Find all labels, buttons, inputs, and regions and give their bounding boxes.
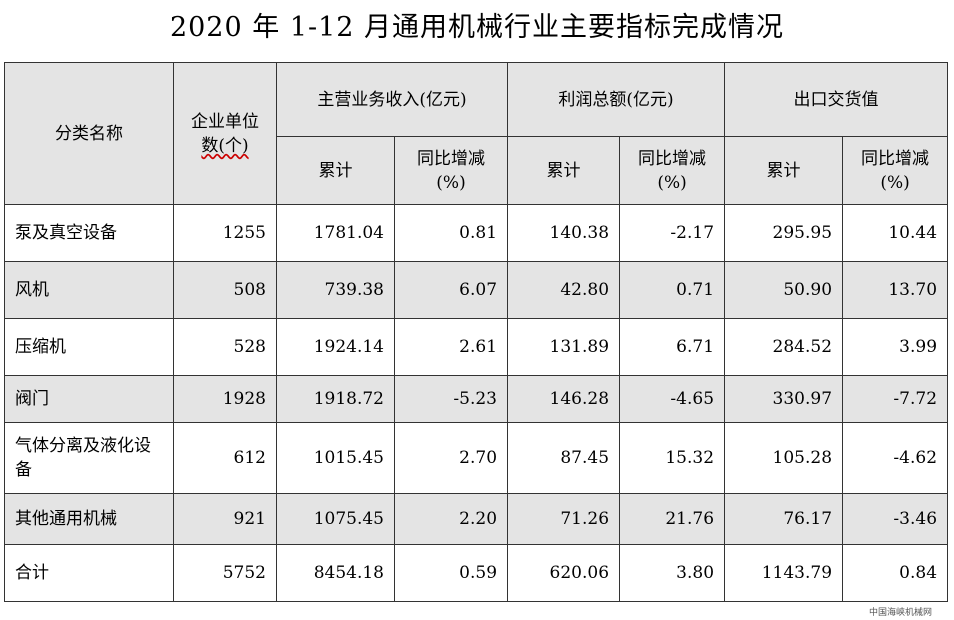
header-profit-yoy: 同比增减 (%): [619, 136, 726, 205]
header-enterprises-line2: 数(个): [201, 135, 249, 156]
cell-export-yoy: 13.70: [842, 261, 949, 319]
header-category: 分类名称: [4, 62, 174, 205]
cell-category: 阀门: [4, 375, 174, 423]
table-row: 风机 508 739.38 6.07 42.80 0.71 50.90 13.7…: [4, 261, 949, 319]
cell-count: 528: [173, 318, 277, 376]
table-header: 分类名称 企业单位 数(个) 主营业务收入(亿元) 利润总额(亿元) 出口交货值…: [4, 62, 949, 205]
cell-count: 612: [173, 422, 277, 494]
table-row-total: 合计 5752 8454.18 0.59 620.06 3.80 1143.79…: [4, 544, 949, 602]
cell-profit-yoy: 21.76: [619, 493, 726, 545]
header-profit: 利润总额(亿元): [507, 62, 726, 137]
cell-category: 泵及真空设备: [4, 204, 174, 262]
header-profit-cumulative: 累计: [507, 136, 621, 205]
header-export-cumulative: 累计: [724, 136, 844, 205]
header-export-yoy: 同比增减 (%): [842, 136, 949, 205]
cell-profit: 71.26: [507, 493, 621, 545]
cell-profit-yoy: -2.17: [619, 204, 726, 262]
header-revenue-cumulative: 累计: [276, 136, 395, 205]
cell-revenue-yoy: 2.70: [393, 422, 509, 494]
cell-export-yoy: 3.99: [842, 318, 949, 376]
header-yoy-unit: (%): [436, 172, 466, 193]
cell-profit: 42.80: [507, 261, 621, 319]
cell-profit-yoy: 3.80: [619, 544, 726, 602]
cell-export: 1143.79: [724, 544, 844, 602]
header-yoy-unit: (%): [880, 172, 910, 193]
cell-category: 气体分离及液化设备: [4, 422, 174, 494]
cell-count: 1255: [173, 204, 277, 262]
cell-count: 1928: [173, 375, 277, 423]
cell-profit: 87.45: [507, 422, 621, 494]
cell-export-yoy: -3.46: [842, 493, 949, 545]
cell-profit: 146.28: [507, 375, 621, 423]
cell-revenue: 1918.72: [276, 375, 395, 423]
cell-profit-yoy: 6.71: [619, 318, 726, 376]
cell-profit: 131.89: [507, 318, 621, 376]
cell-revenue-yoy: 0.59: [393, 544, 509, 602]
cell-revenue: 1924.14: [276, 318, 395, 376]
cell-count: 508: [173, 261, 277, 319]
cell-export-yoy: 10.44: [842, 204, 949, 262]
cell-export: 330.97: [724, 375, 844, 423]
indicator-table: 分类名称 企业单位 数(个) 主营业务收入(亿元) 利润总额(亿元) 出口交货值…: [4, 62, 949, 602]
table-row: 阀门 1928 1918.72 -5.23 146.28 -4.65 330.9…: [4, 375, 949, 423]
cell-profit: 620.06: [507, 544, 621, 602]
cell-revenue: 1781.04: [276, 204, 395, 262]
table-row: 其他通用机械 921 1075.45 2.20 71.26 21.76 76.1…: [4, 493, 949, 545]
cell-export: 295.95: [724, 204, 844, 262]
cell-category: 风机: [4, 261, 174, 319]
cell-category: 合计: [4, 544, 174, 602]
table-row: 压缩机 528 1924.14 2.61 131.89 6.71 284.52 …: [4, 318, 949, 376]
cell-count: 5752: [173, 544, 277, 602]
cell-export: 50.90: [724, 261, 844, 319]
cell-category: 其他通用机械: [4, 493, 174, 545]
header-yoy-unit: (%): [657, 172, 687, 193]
cell-revenue: 1075.45: [276, 493, 395, 545]
cell-revenue: 1015.45: [276, 422, 395, 494]
table-row: 气体分离及液化设备 612 1015.45 2.70 87.45 15.32 1…: [4, 422, 949, 494]
header-enterprises: 企业单位 数(个): [173, 62, 277, 205]
cell-revenue-yoy: -5.23: [393, 375, 509, 423]
cell-revenue: 8454.18: [276, 544, 395, 602]
cell-export: 284.52: [724, 318, 844, 376]
cell-revenue-yoy: 2.61: [393, 318, 509, 376]
header-export: 出口交货值: [724, 62, 949, 137]
cell-export-yoy: -4.62: [842, 422, 949, 494]
cell-profit: 140.38: [507, 204, 621, 262]
cell-export: 76.17: [724, 493, 844, 545]
cell-revenue-yoy: 0.81: [393, 204, 509, 262]
cell-profit-yoy: 0.71: [619, 261, 726, 319]
cell-revenue-yoy: 6.07: [393, 261, 509, 319]
table-body: 泵及真空设备 1255 1781.04 0.81 140.38 -2.17 29…: [4, 204, 949, 602]
header-revenue: 主营业务收入(亿元): [275, 62, 509, 137]
page-title: 2020 年 1-12 月通用机械行业主要指标完成情况: [169, 12, 785, 43]
header-revenue-yoy: 同比增减 (%): [393, 136, 509, 205]
cell-export: 105.28: [724, 422, 844, 494]
header-yoy-label: 同比增减: [417, 148, 485, 169]
cell-revenue: 739.38: [276, 261, 395, 319]
cell-count: 921: [173, 493, 277, 545]
header-yoy-label: 同比增减: [861, 148, 930, 169]
cell-revenue-yoy: 2.20: [393, 493, 509, 545]
cell-profit-yoy: -4.65: [619, 375, 726, 423]
watermark: 中国海峡机械网: [868, 608, 932, 618]
table-row: 泵及真空设备 1255 1781.04 0.81 140.38 -2.17 29…: [4, 204, 949, 262]
cell-profit-yoy: 15.32: [619, 422, 726, 494]
header-yoy-label: 同比增减: [638, 148, 707, 169]
cell-category: 压缩机: [4, 318, 174, 376]
cell-export-yoy: -7.72: [842, 375, 949, 423]
header-enterprises-line1: 企业单位: [191, 111, 259, 132]
cell-export-yoy: 0.84: [842, 544, 949, 602]
